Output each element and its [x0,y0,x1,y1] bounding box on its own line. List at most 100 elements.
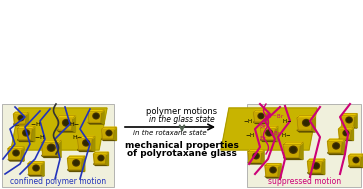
Ellipse shape [258,113,264,119]
Text: $-$H: $-$H [30,120,42,128]
Polygon shape [41,162,44,176]
Polygon shape [307,173,325,174]
Polygon shape [41,140,61,143]
Ellipse shape [14,151,18,155]
Ellipse shape [48,144,55,151]
Ellipse shape [271,168,275,172]
Polygon shape [91,136,95,151]
Polygon shape [68,156,85,158]
Polygon shape [278,164,281,178]
Polygon shape [11,108,107,150]
Polygon shape [348,154,363,156]
Polygon shape [348,156,362,166]
Polygon shape [261,140,278,141]
Polygon shape [284,142,303,145]
Polygon shape [25,112,28,125]
Ellipse shape [304,121,309,125]
Ellipse shape [84,141,88,145]
Polygon shape [77,138,93,150]
Polygon shape [77,136,95,138]
Polygon shape [341,116,355,126]
Polygon shape [265,110,269,123]
Ellipse shape [334,144,338,148]
Polygon shape [284,145,301,157]
Polygon shape [327,153,345,154]
Polygon shape [28,162,44,164]
Polygon shape [8,149,22,159]
Polygon shape [13,112,28,114]
Polygon shape [17,140,35,141]
Polygon shape [360,154,363,167]
Polygon shape [253,110,269,112]
Polygon shape [28,174,44,176]
Polygon shape [57,116,76,118]
Polygon shape [321,159,325,174]
Ellipse shape [344,131,348,135]
Polygon shape [339,139,354,140]
Polygon shape [88,110,104,112]
Polygon shape [341,139,345,154]
Text: H$-$: H$-$ [282,117,292,125]
Polygon shape [265,166,279,176]
Polygon shape [17,126,35,128]
Ellipse shape [94,114,98,118]
Polygon shape [8,147,24,149]
Polygon shape [106,152,109,165]
Ellipse shape [99,156,103,160]
Text: $\,\cdot\cdot$Br: $\,\cdot\cdot$Br [268,112,285,120]
Text: Br$\cdot\cdot\,$: Br$\cdot\cdot\,$ [266,112,278,120]
Ellipse shape [34,166,38,170]
Polygon shape [17,128,33,140]
Polygon shape [265,164,281,166]
Text: $-$H: $-$H [34,133,46,141]
Text: H$-$: H$-$ [72,133,83,141]
Ellipse shape [254,154,258,158]
Polygon shape [341,126,357,128]
Text: H$-$: H$-$ [281,131,291,139]
Ellipse shape [73,160,79,166]
Ellipse shape [19,116,23,120]
Polygon shape [41,143,58,155]
FancyBboxPatch shape [2,104,114,187]
Ellipse shape [62,119,70,126]
Ellipse shape [83,140,90,146]
Text: $-$Br: $-$Br [269,129,281,137]
Ellipse shape [74,161,78,165]
Text: in the rotaxane state: in the rotaxane state [133,130,207,136]
Ellipse shape [346,117,352,123]
Polygon shape [8,159,24,161]
Ellipse shape [343,130,349,136]
Polygon shape [284,157,303,159]
Polygon shape [94,152,109,154]
Polygon shape [265,176,281,178]
Polygon shape [327,139,345,141]
Polygon shape [354,114,357,128]
Polygon shape [114,127,117,140]
Text: $-$H: $-$H [245,131,255,139]
Polygon shape [253,122,269,123]
Ellipse shape [313,163,319,169]
Polygon shape [327,141,343,153]
Ellipse shape [354,158,358,162]
Text: Br: Br [260,125,266,129]
FancyBboxPatch shape [247,104,361,187]
Ellipse shape [98,155,104,161]
Polygon shape [248,152,262,162]
Text: mechanical properties: mechanical properties [125,140,239,149]
Text: polymer motions: polymer motions [146,108,217,116]
Polygon shape [68,158,82,170]
Ellipse shape [353,157,359,163]
Polygon shape [297,116,315,118]
Polygon shape [88,122,104,124]
Polygon shape [221,108,317,150]
Polygon shape [261,150,264,164]
Ellipse shape [253,153,259,159]
Ellipse shape [23,130,29,136]
Text: of polyrotaxane glass: of polyrotaxane glass [127,149,237,159]
Ellipse shape [18,115,24,121]
Ellipse shape [291,147,296,152]
Polygon shape [274,126,278,141]
Polygon shape [72,116,76,132]
Polygon shape [77,150,95,151]
Ellipse shape [333,143,339,149]
